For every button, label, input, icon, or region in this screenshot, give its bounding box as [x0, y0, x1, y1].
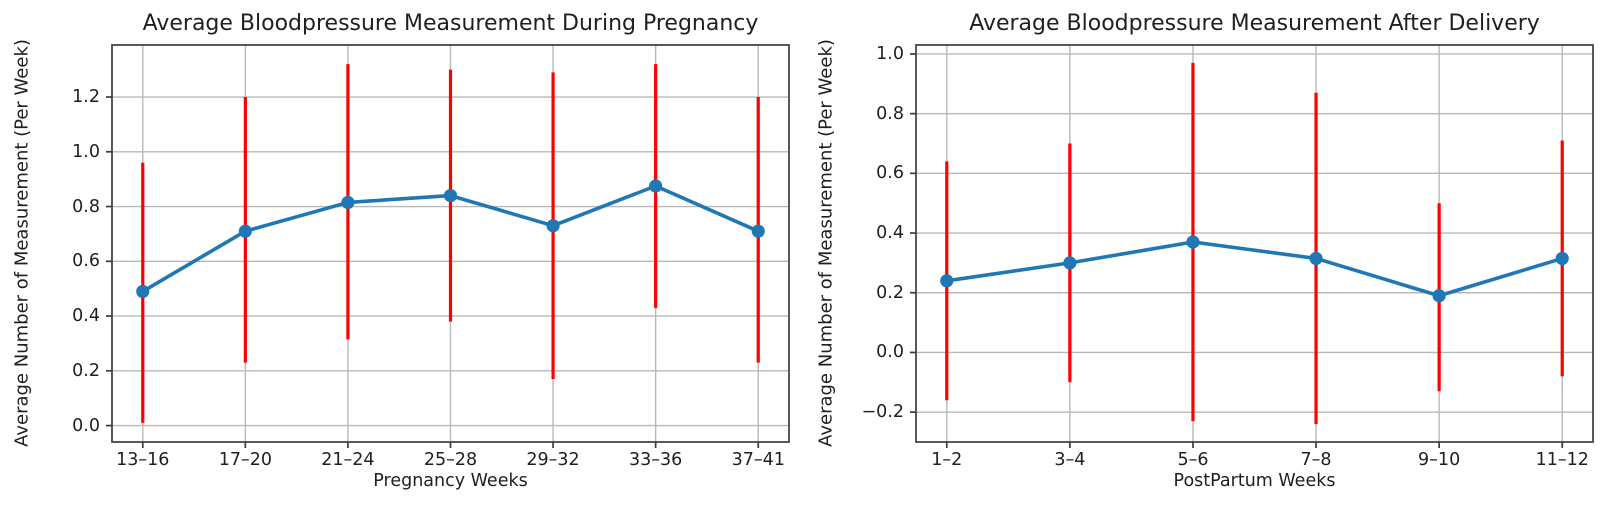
x-tick-label: 3–4: [1054, 450, 1086, 470]
y-tick-label: 0.8: [72, 196, 100, 217]
data-point: [1063, 256, 1077, 270]
y-tick-label: 0.0: [876, 342, 904, 363]
x-tick-label: 29–32: [526, 450, 580, 470]
x-axis-label: Pregnancy Weeks: [373, 471, 528, 491]
data-point: [649, 179, 663, 193]
chart-title: Average Bloodpressure Measurement During…: [142, 11, 759, 36]
plot-area: [106, 44, 790, 448]
y-tick-label: 0.4: [876, 223, 904, 244]
y-tick-label: 0.2: [876, 282, 904, 303]
x-tick-label: 7–8: [1300, 450, 1332, 470]
x-tick-label: 17–20: [218, 450, 272, 470]
data-point: [751, 224, 765, 238]
pregnancy-chart: Average Bloodpressure Measurement During…: [12, 11, 790, 491]
y-tick-label: 0.2: [72, 360, 100, 381]
plot-area: [910, 44, 1594, 448]
data-point: [940, 274, 954, 288]
y-tick-label: 0.0: [72, 415, 100, 436]
data-point: [1186, 235, 1200, 249]
x-tick-label: 21–24: [321, 450, 375, 470]
axes-frame: [915, 44, 1594, 443]
x-axis-label: PostPartum Weeks: [1173, 471, 1336, 491]
data-point: [1432, 289, 1446, 303]
y-tick-label: −0.2: [861, 402, 905, 423]
y-tick-label: 1.2: [72, 87, 100, 108]
chart-title: Average Bloodpressure Measurement After …: [969, 11, 1540, 36]
data-line: [946, 240, 1563, 298]
y-tick-label: 0.4: [72, 306, 100, 327]
postpartum-chart: Average Bloodpressure Measurement After …: [804, 0, 1608, 512]
y-tick-label: 0.6: [876, 163, 904, 184]
x-tick-label: 25–28: [423, 450, 478, 470]
y-tick-label: 0.8: [876, 103, 904, 124]
data-point: [136, 284, 150, 299]
y-tick-label: 0.6: [72, 251, 100, 272]
data-point: [341, 195, 355, 210]
x-tick-label: 13–16: [116, 450, 170, 470]
x-tick-label: 37–41: [731, 450, 785, 470]
x-tick-label: 33–36: [628, 450, 683, 470]
y-tick-label: 1.0: [876, 43, 904, 64]
axes-frame: [111, 44, 790, 443]
x-tick-label: 9–10: [1418, 450, 1461, 470]
y-tick-label: 1.0: [72, 141, 100, 162]
data-point: [1555, 251, 1569, 266]
data-point: [443, 188, 458, 203]
x-tick-label: 1–2: [931, 450, 963, 470]
data-point: [546, 219, 560, 233]
x-tick-label: 5–6: [1177, 450, 1209, 470]
x-tick-label: 11–12: [1535, 450, 1589, 470]
data-point: [238, 224, 252, 238]
data-point: [1309, 251, 1323, 266]
